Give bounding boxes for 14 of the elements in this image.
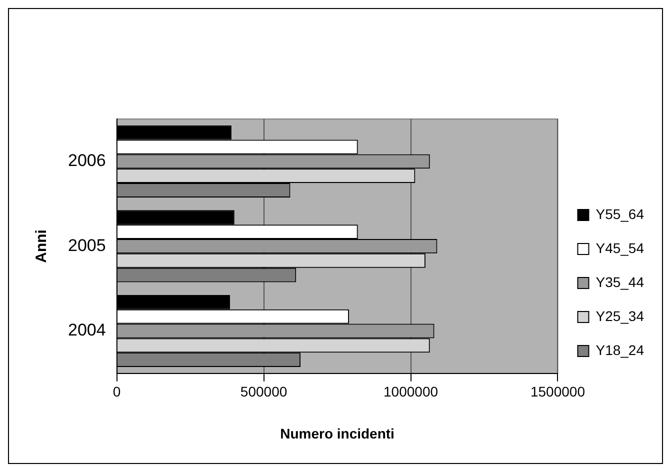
legend-label: Y35_44	[596, 274, 644, 290]
legend-label: Y25_34	[596, 308, 644, 324]
y-axis-title: Anni	[33, 230, 50, 263]
x-axis-title: Numero incidenti	[280, 425, 394, 442]
x-tick-label: 1500000	[530, 384, 586, 400]
y-tick-label: 2006	[68, 151, 106, 170]
x-tick-label: 0	[112, 384, 121, 400]
y-tick-label: 2004	[68, 320, 106, 340]
x-tick-label: 1000000	[384, 384, 438, 400]
y-tick-label: 2005	[68, 236, 106, 255]
legend-label: Y55_64	[596, 206, 644, 222]
legend-label: Y18_24	[596, 342, 644, 358]
legend-label: Y45_54	[596, 240, 644, 256]
x-tick-label: 500000	[240, 384, 288, 400]
